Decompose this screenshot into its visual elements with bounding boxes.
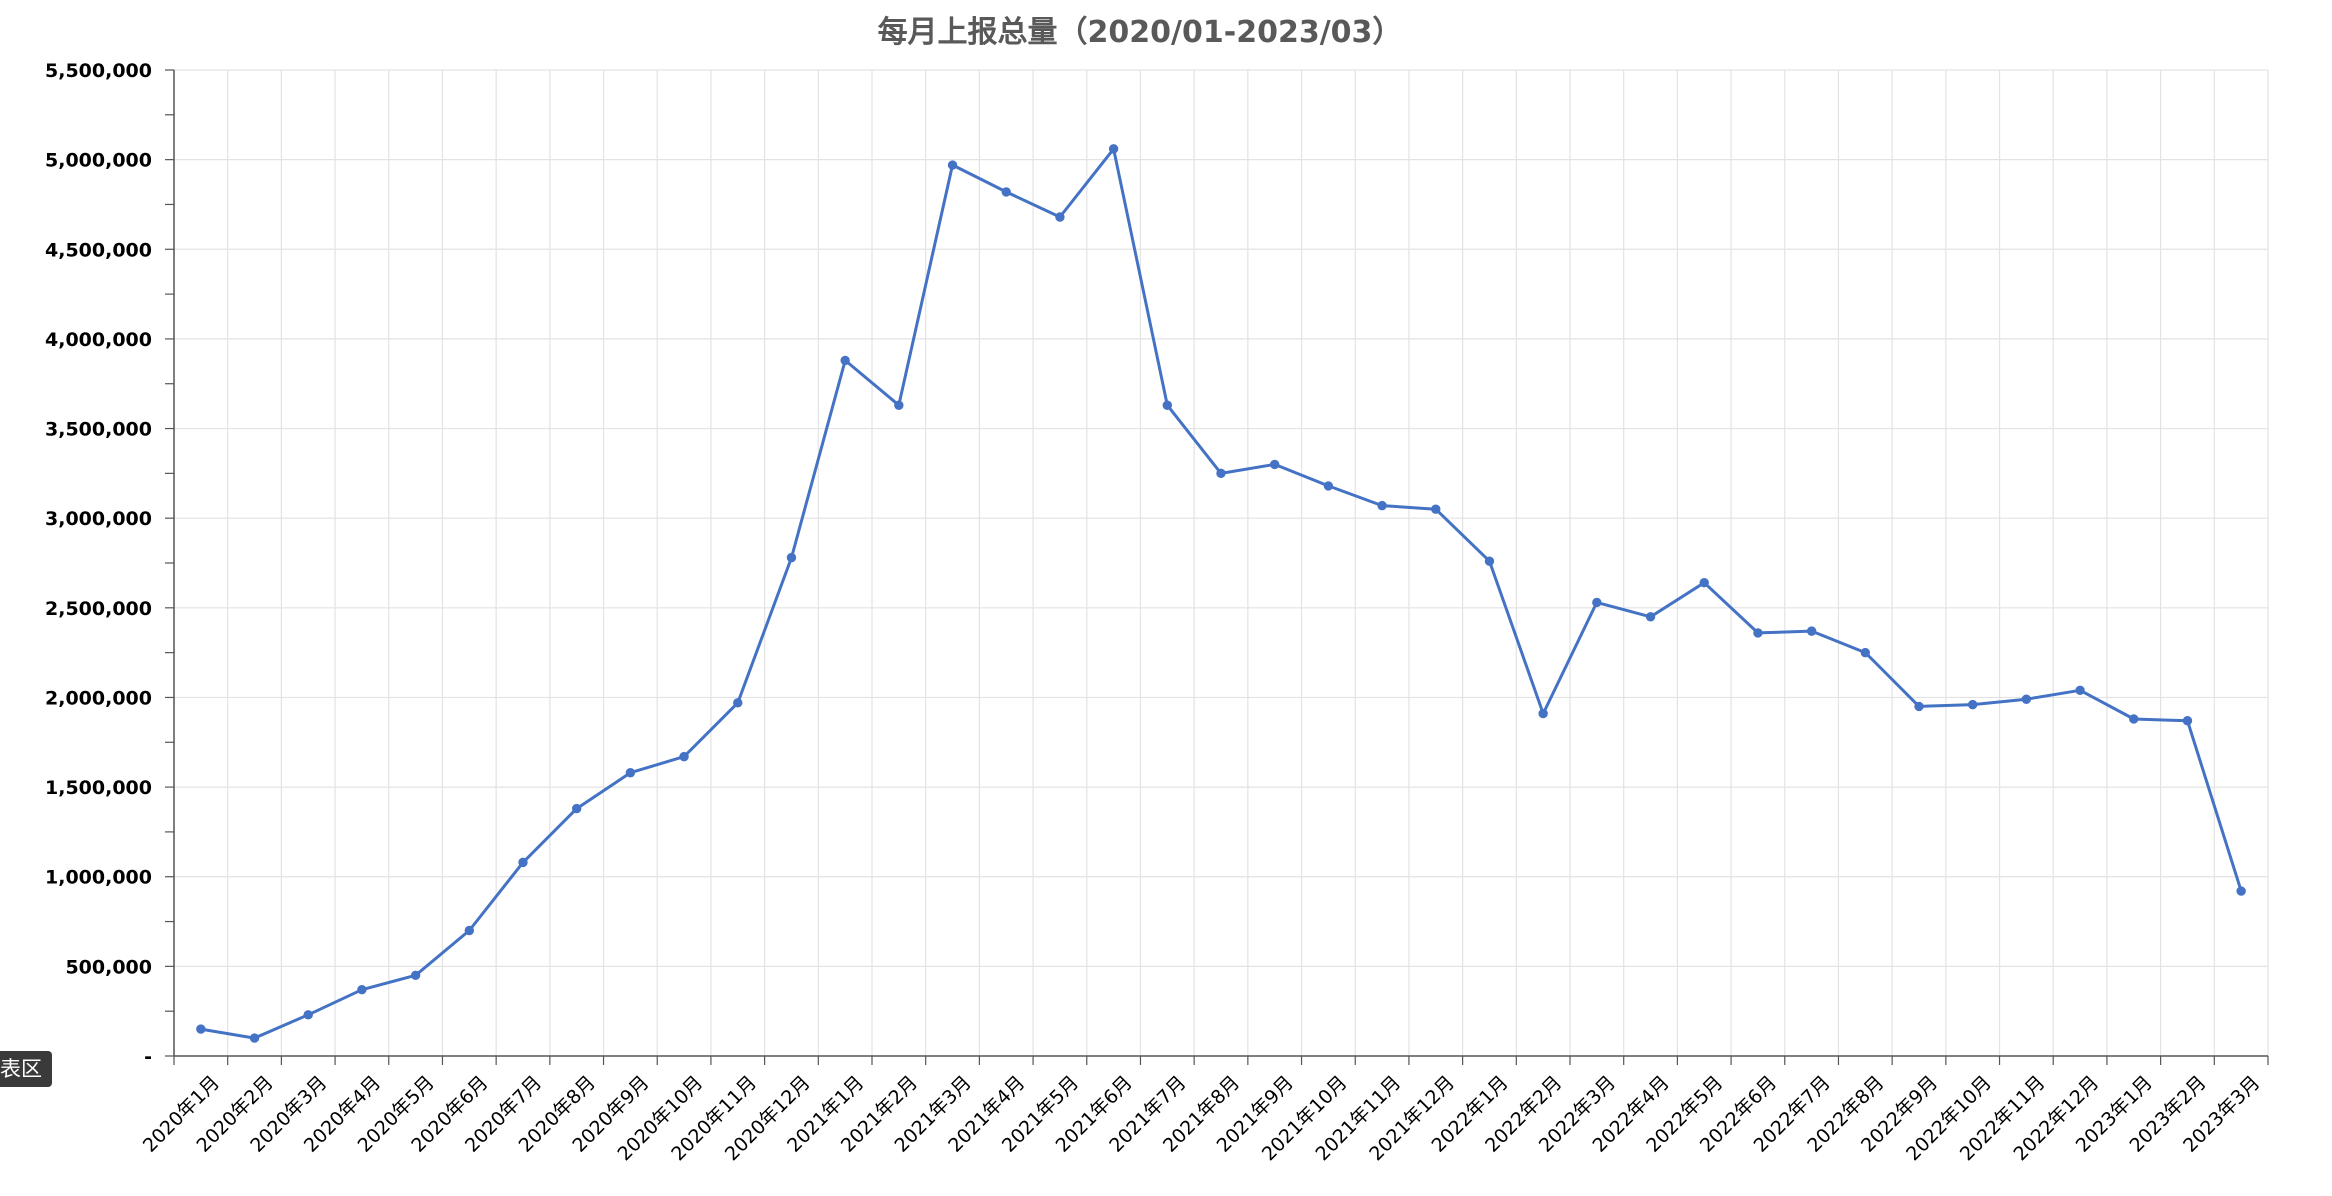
data-point bbox=[1592, 597, 1602, 608]
y-tick-label: 5,500,000 bbox=[45, 60, 152, 82]
data-point bbox=[249, 1033, 260, 1043]
y-tick-label: 2,500,000 bbox=[45, 598, 152, 620]
axes bbox=[165, 69, 2269, 1065]
y-tick-label: 1,500,000 bbox=[45, 777, 152, 799]
y-tick-label: 3,000,000 bbox=[45, 508, 152, 530]
data-point bbox=[1216, 468, 1226, 479]
data-point bbox=[1914, 701, 1924, 712]
data-point bbox=[1538, 708, 1548, 719]
gridlines bbox=[173, 69, 2269, 1056]
data-point bbox=[464, 925, 475, 936]
data-series bbox=[196, 144, 2246, 1043]
series-line bbox=[200, 147, 2243, 1040]
data-point bbox=[1806, 626, 1817, 636]
data-point bbox=[894, 400, 904, 410]
data-point bbox=[2129, 714, 2139, 724]
data-point bbox=[1377, 500, 1387, 511]
data-point bbox=[2182, 716, 2193, 726]
data-point bbox=[1001, 187, 1011, 197]
y-axis-tick-labels: - 500,000 1,000,000 1,500,000 2,000,000 2,500… bbox=[45, 60, 152, 1068]
data-point bbox=[2021, 694, 2032, 704]
data-point bbox=[518, 857, 528, 868]
data-point bbox=[1269, 459, 1280, 470]
data-point bbox=[1860, 647, 1871, 658]
data-point bbox=[840, 355, 850, 366]
data-point bbox=[679, 751, 689, 762]
data-point bbox=[1967, 699, 1978, 710]
data-point bbox=[947, 160, 958, 170]
data-point bbox=[571, 803, 582, 814]
y-tick-label: 4,000,000 bbox=[45, 329, 152, 351]
y-tick-label: 5,000,000 bbox=[45, 150, 152, 172]
data-point bbox=[357, 984, 367, 995]
data-point bbox=[2075, 685, 2085, 695]
data-point bbox=[1431, 504, 1441, 514]
data-point bbox=[303, 1010, 313, 1020]
data-point bbox=[410, 970, 421, 981]
y-tick-label: - bbox=[144, 1046, 152, 1068]
data-point bbox=[2236, 886, 2246, 896]
x-axis-tick-labels: 2020年1月2020年2月2020年3月2020年4月2020年5月2020年… bbox=[139, 1072, 2264, 1166]
y-tick-label: 2,000,000 bbox=[45, 687, 152, 709]
y-tick-label: 4,500,000 bbox=[45, 239, 152, 261]
data-point bbox=[1753, 628, 1763, 638]
y-tick-label: 3,500,000 bbox=[45, 419, 152, 441]
data-point bbox=[196, 1024, 206, 1034]
data-point bbox=[1323, 481, 1334, 491]
data-point bbox=[1645, 612, 1656, 622]
data-point bbox=[1699, 578, 1709, 588]
data-point bbox=[1108, 144, 1119, 154]
y-tick-label: 500,000 bbox=[65, 956, 152, 978]
data-point bbox=[1162, 400, 1173, 410]
data-point bbox=[1055, 212, 1065, 222]
chart-title: 每月上报总量（2020/01-2023/03） bbox=[878, 15, 1403, 50]
data-point bbox=[1484, 556, 1495, 566]
tooltip-label: 表区 bbox=[0, 1051, 52, 1087]
data-point bbox=[786, 552, 797, 563]
data-point bbox=[625, 768, 636, 778]
data-point bbox=[733, 698, 743, 708]
y-tick-label: 1,000,000 bbox=[45, 867, 152, 889]
